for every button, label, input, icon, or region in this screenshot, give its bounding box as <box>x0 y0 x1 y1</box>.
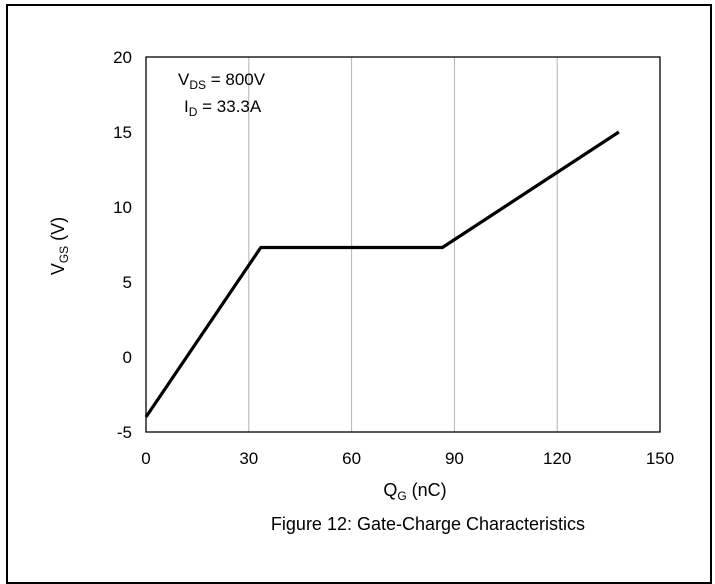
x-axis-label: QG (nC) <box>383 480 446 503</box>
y-axis-label-unit: (V) <box>48 217 68 246</box>
y-tick-label-0: -5 <box>117 423 132 442</box>
y-tick-label-3: 10 <box>113 198 132 217</box>
annotation-vds-main: V <box>178 70 190 89</box>
x-axis-label-sub: G <box>397 489 406 503</box>
x-tick-label-4: 120 <box>543 449 571 468</box>
grid-lines <box>248 57 558 432</box>
y-tick-label-2: 5 <box>123 273 132 292</box>
annotation-id-sub: D <box>189 105 198 119</box>
plot-area <box>145 56 661 433</box>
annotation-vds-sub: DS <box>189 78 206 92</box>
y-tick-label-5: 20 <box>113 48 132 67</box>
x-tick-label-0: 0 <box>141 449 150 468</box>
y-tick-label-4: 15 <box>113 123 132 142</box>
x-tick-label-3: 90 <box>445 449 464 468</box>
x-axis-label-unit: (nC) <box>407 480 447 500</box>
annotation-vds: VDS = 800V <box>178 70 266 92</box>
series-line-0 <box>144 130 620 418</box>
x-tick-labels: 0 30 60 90 120 150 <box>141 449 674 468</box>
x-axis-label-main: Q <box>383 480 397 500</box>
figure-caption: Figure 12: Gate-Charge Characteristics <box>271 514 585 534</box>
annotation-vds-rest: = 800V <box>206 70 266 89</box>
annotation-id: ID = 33.3A <box>184 97 262 119</box>
x-tick-label-2: 60 <box>342 449 361 468</box>
y-axis-label-main: V <box>48 263 68 275</box>
x-tick-label-5: 150 <box>646 449 674 468</box>
y-tick-labels: -5 0 5 10 15 20 <box>113 48 132 442</box>
series-group <box>144 130 620 418</box>
x-tick-label-1: 30 <box>239 449 258 468</box>
y-axis-label: VGS (V) <box>48 217 71 275</box>
annotation-id-rest: = 33.3A <box>197 97 261 116</box>
y-tick-label-1: 0 <box>123 348 132 367</box>
y-axis-label-sub: GS <box>57 246 71 263</box>
annotation-id-main: I <box>184 97 189 116</box>
